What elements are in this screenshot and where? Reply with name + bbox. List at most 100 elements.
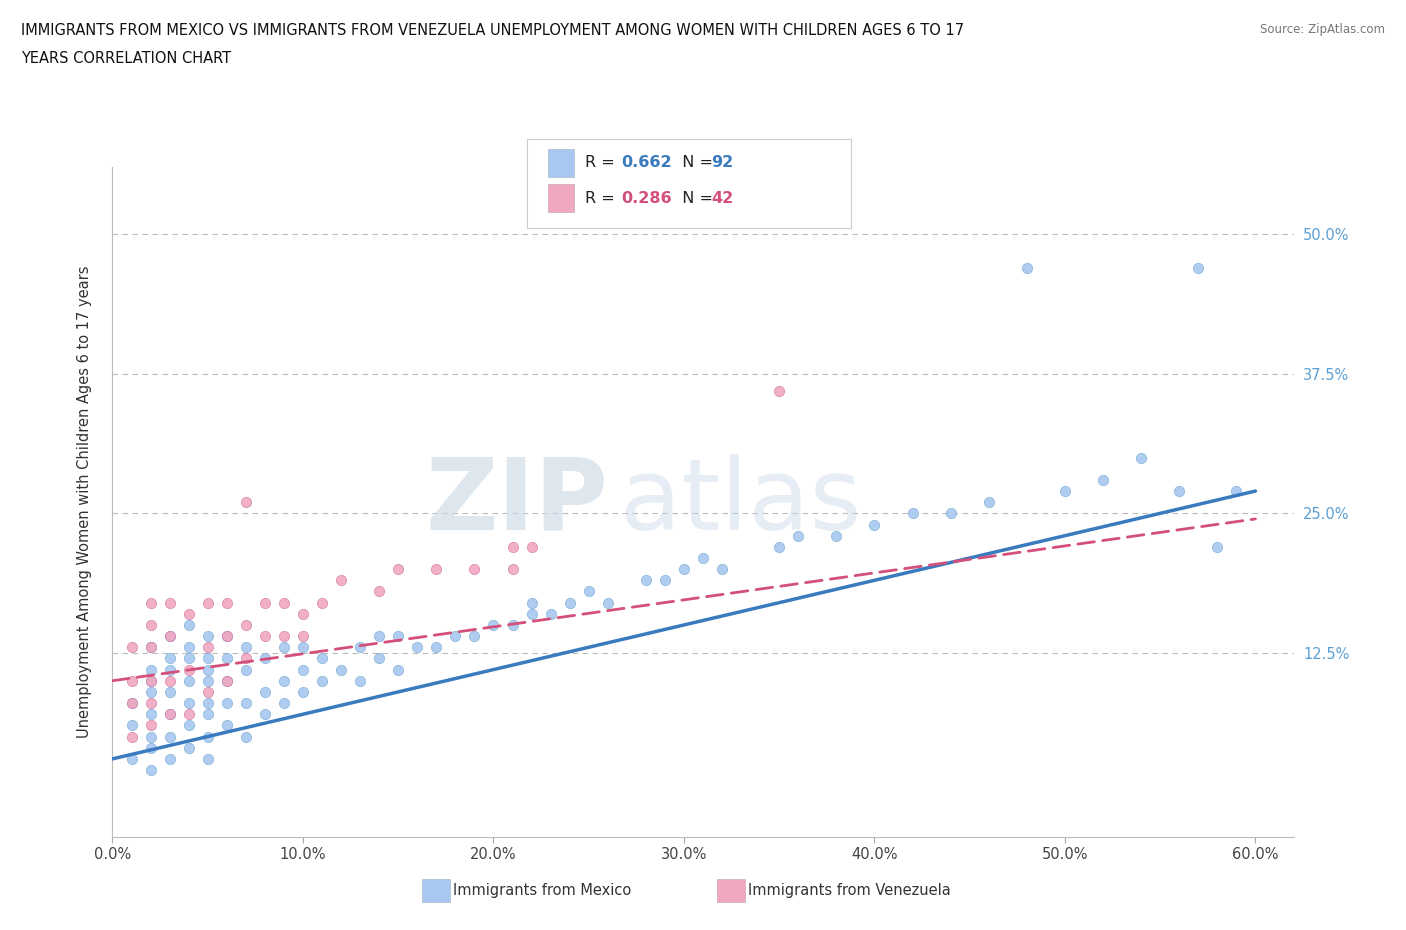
Point: [139, 618, 162, 632]
Point: [177, 662, 200, 677]
Point: [197, 651, 219, 666]
Point: [215, 673, 238, 688]
Point: [215, 651, 238, 666]
Point: [520, 595, 543, 610]
Point: [901, 506, 924, 521]
Point: [139, 763, 162, 777]
Point: [159, 707, 181, 722]
Point: [387, 629, 409, 644]
Text: IMMIGRANTS FROM MEXICO VS IMMIGRANTS FROM VENEZUELA UNEMPLOYMENT AMONG WOMEN WIT: IMMIGRANTS FROM MEXICO VS IMMIGRANTS FRO…: [21, 23, 965, 38]
Point: [768, 383, 790, 398]
Point: [197, 673, 219, 688]
Point: [235, 729, 257, 744]
Point: [139, 729, 162, 744]
Text: 0.286: 0.286: [621, 191, 672, 206]
Point: [425, 562, 447, 577]
Point: [177, 718, 200, 733]
Text: 0.662: 0.662: [621, 155, 672, 170]
Point: [215, 718, 238, 733]
Point: [463, 562, 485, 577]
Point: [273, 673, 295, 688]
Point: [177, 696, 200, 711]
Point: [139, 673, 162, 688]
Point: [235, 662, 257, 677]
Point: [368, 584, 391, 599]
Point: [1015, 260, 1038, 275]
Point: [139, 662, 162, 677]
Text: R =: R =: [585, 191, 620, 206]
Point: [654, 573, 676, 588]
Point: [1053, 484, 1076, 498]
Point: [139, 673, 162, 688]
Point: [291, 684, 314, 699]
Point: [139, 640, 162, 655]
Point: [634, 573, 657, 588]
Point: [1168, 484, 1191, 498]
Text: N =: N =: [672, 191, 718, 206]
Point: [253, 595, 276, 610]
Point: [273, 629, 295, 644]
Point: [330, 573, 353, 588]
Point: [520, 539, 543, 554]
Point: [273, 595, 295, 610]
Point: [121, 751, 143, 766]
Point: [139, 707, 162, 722]
Point: [197, 640, 219, 655]
Point: [311, 673, 333, 688]
Point: [121, 696, 143, 711]
Point: [121, 673, 143, 688]
Point: [235, 618, 257, 632]
Point: [711, 562, 734, 577]
Point: [139, 718, 162, 733]
Point: [444, 629, 467, 644]
Text: Source: ZipAtlas.com: Source: ZipAtlas.com: [1260, 23, 1385, 36]
Point: [787, 528, 810, 543]
Point: [425, 640, 447, 655]
Point: [121, 718, 143, 733]
Point: [672, 562, 695, 577]
Point: [253, 707, 276, 722]
Point: [159, 673, 181, 688]
Point: [253, 629, 276, 644]
Point: [159, 595, 181, 610]
Text: YEARS CORRELATION CHART: YEARS CORRELATION CHART: [21, 51, 231, 66]
Point: [1206, 539, 1229, 554]
Point: [253, 684, 276, 699]
Point: [197, 707, 219, 722]
Point: [215, 629, 238, 644]
Point: [939, 506, 962, 521]
Point: [215, 673, 238, 688]
Point: [159, 651, 181, 666]
Point: [768, 539, 790, 554]
Point: [825, 528, 848, 543]
Point: [159, 707, 181, 722]
Point: [596, 595, 619, 610]
Point: [197, 729, 219, 744]
Point: [387, 662, 409, 677]
Point: [291, 640, 314, 655]
Point: [177, 673, 200, 688]
Y-axis label: Unemployment Among Women with Children Ages 6 to 17 years: Unemployment Among Women with Children A…: [77, 266, 91, 738]
Point: [139, 684, 162, 699]
Point: [406, 640, 429, 655]
Point: [159, 629, 181, 644]
Point: [121, 640, 143, 655]
Point: [235, 495, 257, 510]
Point: [197, 662, 219, 677]
Point: [121, 696, 143, 711]
Point: [235, 696, 257, 711]
Point: [139, 640, 162, 655]
Point: [387, 562, 409, 577]
Point: [311, 651, 333, 666]
Point: [235, 640, 257, 655]
Point: [1187, 260, 1209, 275]
Point: [139, 696, 162, 711]
Point: [482, 618, 505, 632]
Point: [197, 696, 219, 711]
Point: [349, 640, 371, 655]
Point: [520, 606, 543, 621]
Point: [177, 640, 200, 655]
Point: [159, 684, 181, 699]
Point: [215, 595, 238, 610]
Point: [368, 629, 391, 644]
